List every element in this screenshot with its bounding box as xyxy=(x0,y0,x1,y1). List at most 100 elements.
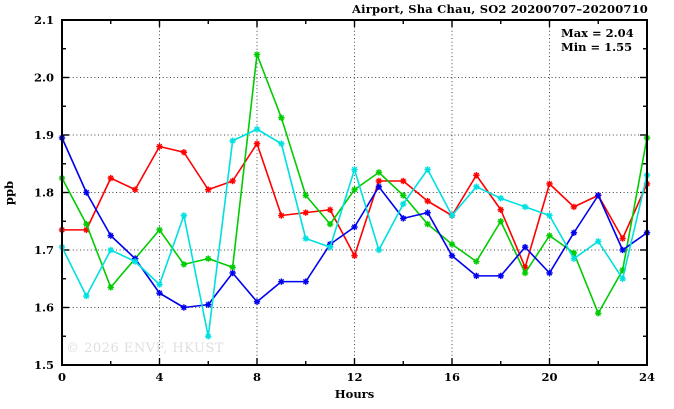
data-point-green-line xyxy=(473,258,480,265)
data-point-cyan-line xyxy=(448,212,456,219)
data-point-green-line xyxy=(326,220,334,228)
data-point-blue-line xyxy=(83,189,90,196)
y-tick-label: 1.5 xyxy=(34,358,54,372)
data-point-green-line xyxy=(229,264,236,271)
data-point-green-line xyxy=(205,255,212,262)
data-point-red-line xyxy=(570,203,578,211)
data-point-green-line xyxy=(546,232,553,239)
data-point-blue-line xyxy=(278,278,285,285)
data-point-cyan-line xyxy=(229,137,236,144)
data-point-red-line xyxy=(131,186,139,193)
max-min-annotation: Max = 2.04 Min = 1.55 xyxy=(561,26,634,54)
data-point-cyan-line xyxy=(497,195,504,202)
data-point-red-line xyxy=(326,206,334,213)
data-point-red-line xyxy=(400,177,407,185)
data-point-blue-line xyxy=(107,232,114,239)
data-point-blue-line xyxy=(229,269,236,277)
data-point-red-line xyxy=(497,206,504,213)
data-point-red-line xyxy=(253,140,261,147)
data-point-green-line xyxy=(424,220,431,228)
x-tick-label: 12 xyxy=(346,370,362,384)
data-point-red-line xyxy=(156,143,163,150)
y-axis-label: ppb xyxy=(2,180,16,206)
data-point-blue-line xyxy=(497,272,504,280)
y-tick-label: 1.6 xyxy=(34,301,54,315)
data-point-green-line xyxy=(595,310,602,317)
data-point-green-line xyxy=(107,284,114,291)
data-point-green-line xyxy=(448,241,456,248)
data-point-cyan-line xyxy=(326,243,334,251)
data-point-cyan-line xyxy=(302,235,309,242)
data-point-red-line xyxy=(351,252,358,259)
data-point-cyan-line xyxy=(83,292,90,300)
data-point-cyan-line xyxy=(278,140,285,147)
data-point-green-line xyxy=(83,220,90,228)
data-point-blue-line xyxy=(253,298,261,305)
plot-border xyxy=(61,19,648,366)
data-point-red-line xyxy=(424,197,431,205)
data-point-green-line xyxy=(521,269,529,277)
data-point-blue-line xyxy=(595,192,602,199)
data-point-green-line xyxy=(497,218,504,225)
min-value-label: Min = 1.55 xyxy=(561,40,633,54)
data-point-green-line xyxy=(278,114,285,121)
data-point-cyan-line xyxy=(180,212,188,219)
data-point-red-line xyxy=(278,212,285,219)
data-point-green-line xyxy=(400,192,407,199)
data-point-blue-line xyxy=(546,269,553,277)
data-point-red-line xyxy=(107,174,114,182)
data-point-green-line xyxy=(351,186,358,193)
y-tick-label: 1.8 xyxy=(34,186,54,200)
data-point-cyan-line xyxy=(619,275,626,282)
data-point-cyan-line xyxy=(595,238,602,245)
data-point-cyan-line xyxy=(570,255,578,262)
x-axis-label: Hours xyxy=(334,387,375,401)
x-tick-label: 20 xyxy=(541,370,557,384)
data-point-red-line xyxy=(180,149,188,156)
data-point-blue-line xyxy=(351,223,358,231)
data-point-cyan-line xyxy=(156,281,163,288)
y-tick-label: 1.9 xyxy=(34,128,54,142)
data-point-red-line xyxy=(229,177,236,185)
data-point-blue-line xyxy=(570,229,578,236)
data-point-cyan-line xyxy=(375,246,383,254)
data-point-red-line xyxy=(546,180,553,188)
data-point-cyan-line xyxy=(351,166,358,173)
data-point-green-line xyxy=(156,226,163,234)
data-point-cyan-line xyxy=(521,203,529,211)
data-point-red-line xyxy=(619,235,626,242)
data-point-cyan-line xyxy=(107,246,114,254)
data-point-blue-line xyxy=(375,183,383,190)
data-point-red-line xyxy=(205,186,212,193)
data-point-cyan-line xyxy=(205,333,212,340)
y-tick-label: 2.1 xyxy=(34,13,54,27)
watermark: © 2026 ENVF, HKUST xyxy=(66,341,224,356)
data-point-red-line xyxy=(521,264,529,271)
x-tick-label: 24 xyxy=(639,370,655,384)
data-point-cyan-line xyxy=(424,166,431,173)
data-point-cyan-line xyxy=(400,200,407,208)
data-point-blue-line xyxy=(400,215,407,222)
data-point-green-line xyxy=(253,51,261,58)
x-tick-label: 8 xyxy=(253,370,261,384)
data-point-blue-line xyxy=(156,289,163,297)
y-tick-label: 1.7 xyxy=(34,243,54,257)
max-value-label: Max = 2.04 xyxy=(561,26,634,40)
data-point-blue-line xyxy=(521,243,529,251)
data-point-green-line xyxy=(375,169,383,176)
data-point-cyan-line xyxy=(253,126,261,133)
data-point-blue-line xyxy=(205,301,212,308)
x-tick-label: 0 xyxy=(58,370,66,384)
series-red-line xyxy=(62,142,648,269)
data-point-green-line xyxy=(302,192,309,199)
data-point-red-line xyxy=(302,209,309,216)
x-tick-label: 4 xyxy=(155,370,163,384)
data-point-cyan-line xyxy=(473,183,480,190)
chart-title: Airport, Sha Chau, SO2 20200707–20200710 xyxy=(352,2,648,16)
data-point-blue-line xyxy=(302,278,309,285)
data-point-blue-line xyxy=(473,272,480,280)
data-point-green-line xyxy=(180,261,188,268)
data-point-red-line xyxy=(473,172,480,179)
